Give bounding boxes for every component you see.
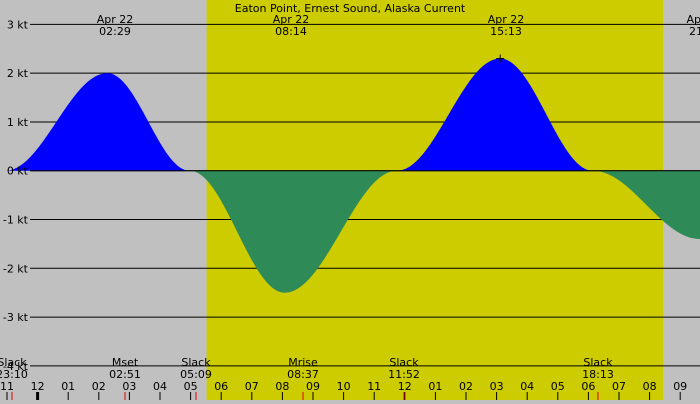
hour-tick-label: 12 [31,380,45,393]
hour-tick-label: 10 [337,380,351,393]
hour-tick-label: 06 [214,380,228,393]
hour-tick-label: 02 [92,380,106,393]
hour-tick-label: 05 [184,380,198,393]
chart-title: Eaton Point, Ernest Sound, Alaska Curren… [235,2,466,15]
y-tick-label: 3 kt [7,18,29,31]
hour-tick-label: 02 [459,380,473,393]
hour-tick-label: 07 [245,380,259,393]
hour-tick-label: 01 [61,380,75,393]
y-tick-label: 1 kt [7,116,29,129]
top-time-label: 21 [689,25,700,38]
hour-tick-label: 04 [520,380,534,393]
hour-tick-label: 11 [367,380,381,393]
hour-tick-label: 07 [612,380,626,393]
hour-tick-label: 11 [0,380,14,393]
hour-tick-label: 09 [306,380,320,393]
y-tick-label: -1 kt [3,214,29,227]
y-tick-label: -3 kt [3,311,29,324]
hour-tick-label: 01 [428,380,442,393]
hour-tick-label: 09 [673,380,687,393]
hour-tick-label: 08 [643,380,657,393]
top-time-label: 08:14 [275,25,307,38]
hour-tick-label: 05 [551,380,565,393]
y-tick-label: -2 kt [3,262,29,275]
hour-tick-label: 12 [398,380,412,393]
hour-tick-label: 03 [122,380,136,393]
hour-tick-label: 03 [490,380,504,393]
hour-tick-label: 06 [581,380,595,393]
top-time-label: 15:13 [490,25,522,38]
y-tick-label: 0 kt [7,165,29,178]
hour-tick-label: 08 [275,380,289,393]
hour-tick-label: 04 [153,380,167,393]
top-time-label: 02:29 [99,25,131,38]
y-tick-label: 2 kt [7,67,29,80]
